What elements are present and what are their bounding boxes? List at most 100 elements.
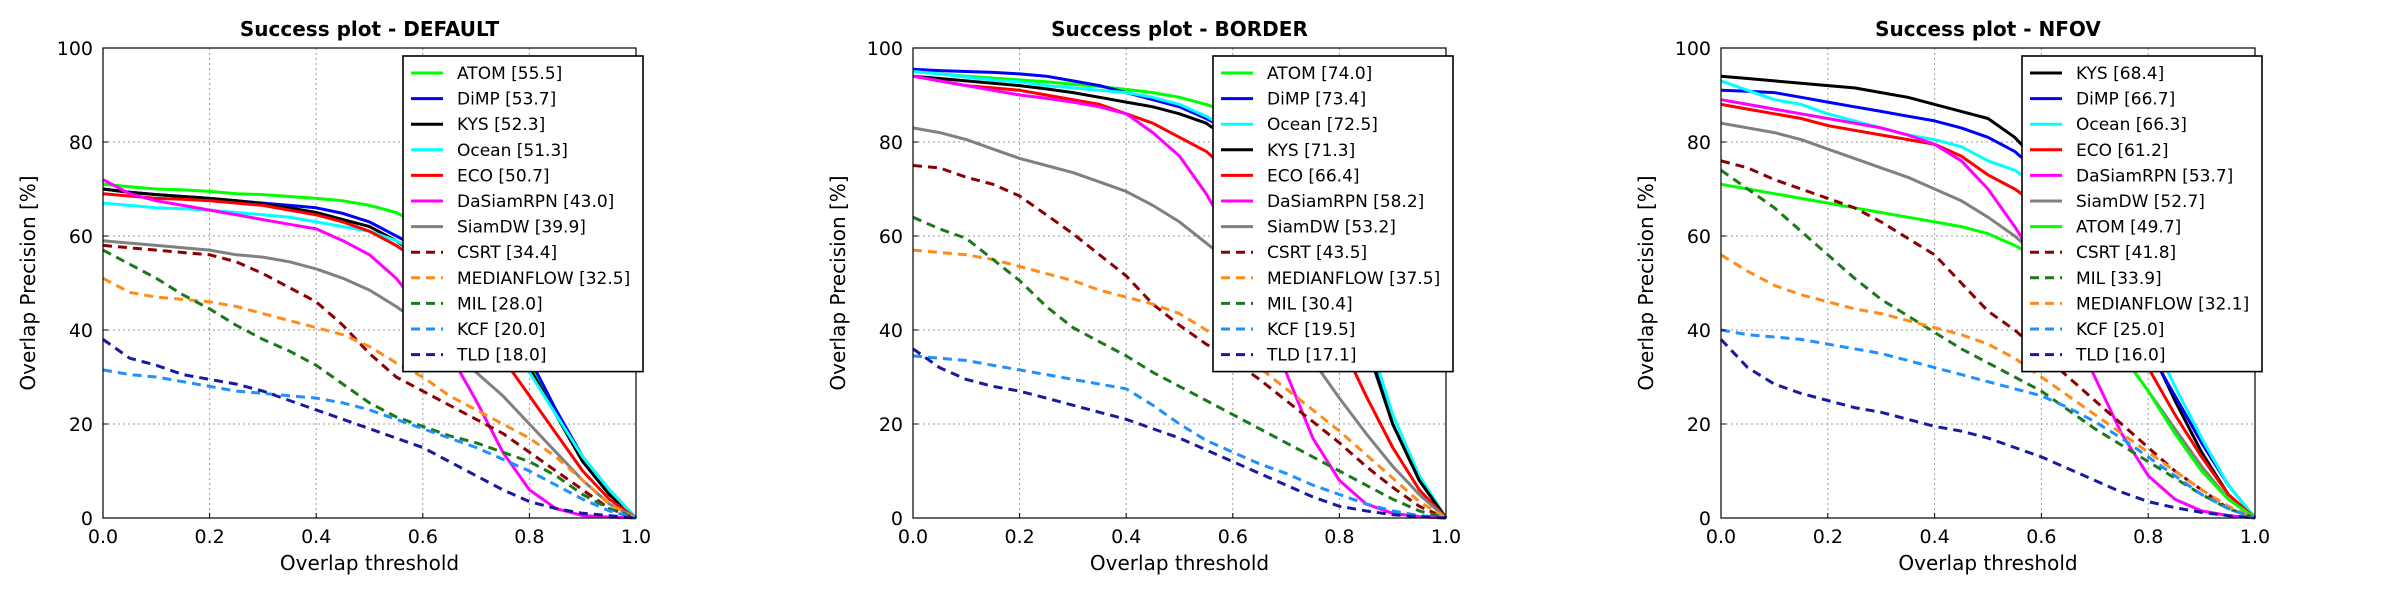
y-tick-label: 40 [1687,320,1711,342]
series-line-atom [1720,182,2256,520]
legend-item-ocean: Ocean [72.5] [1221,115,1378,135]
legend-label: MEDIANFLOW [37.5] [1267,269,1440,289]
y-axis-label: Overlap Precision [%] [1634,175,1658,390]
series-line-dasiamrpn [102,178,637,520]
series-line-kcf [102,368,637,520]
y-tick-label: 0 [81,508,93,530]
legend-item-dimp: DiMP [66.7] [2030,90,2175,110]
x-tick-label: 0.8 [2133,526,2163,548]
y-tick-label: 20 [1687,414,1711,436]
x-tick-label: 1.0 [2240,526,2270,548]
x-axis-label: Overlap threshold [1090,551,1269,575]
y-tick-label: 80 [1687,132,1711,154]
legend-item-kys: KYS [71.3] [1221,141,1355,161]
legend-label: ATOM [55.5] [457,64,562,84]
legend-label: DaSiamRPN [58.2] [1267,192,1424,212]
x-tick-label: 0.6 [1218,526,1248,548]
legend-item-atom: ATOM [49.7] [2030,218,2181,238]
series-line-tld [102,338,637,520]
legend-label: MIL [30.4] [1267,294,1353,314]
x-tick-label: 0.0 [898,526,928,548]
legend-item-medianflow: MEDIANFLOW [37.5] [1221,269,1440,289]
legend: ATOM [55.5] DiMP [53.7] KYS [52.3] Ocean [5… [402,55,644,373]
legend-label: KCF [25.0] [2076,320,2164,340]
legend-label: DiMP [73.4] [1267,90,1366,110]
legend-item-mil: MIL [28.0] [411,294,543,314]
legend-item-tld: TLD [18.0] [411,346,546,366]
legend-item-atom: ATOM [55.5] [411,64,562,84]
series-line-kcf [912,354,1447,520]
y-tick-label: 60 [1687,226,1711,248]
x-tick-label: 0.4 [1919,526,1949,548]
legend-item-kcf: KCF [20.0] [411,320,545,340]
legend-item-mil: MIL [30.4] [1221,294,1353,314]
series-line-medianflow [1720,253,2256,520]
legend-label: MIL [28.0] [457,294,543,314]
y-axis-label: Overlap Precision [%] [16,175,40,390]
legend-label: ECO [66.4] [1267,166,1360,186]
legend-item-kcf: KCF [25.0] [2030,320,2164,340]
legend-label: TLD [16.0] [2075,346,2165,366]
y-tick-label: 20 [879,414,903,436]
y-tick-label: 80 [69,132,93,154]
legend-label: ATOM [49.7] [2076,218,2181,238]
x-tick-label: 1.0 [1431,526,1461,548]
y-tick-label: 100 [57,38,93,60]
series-group [102,178,638,520]
legend-item-dimp: DiMP [73.4] [1221,90,1366,110]
legend-box [402,55,644,373]
legend-item-eco: ECO [66.4] [1221,166,1360,186]
x-tick-label: 0.4 [1111,526,1141,548]
series-line-kcf [1720,328,2256,520]
legend-item-dasiamrpn: DaSiamRPN [43.0] [411,192,614,212]
x-axis-label: Overlap threshold [1898,551,2077,575]
legend-item-dasiamrpn: DaSiamRPN [53.7] [2030,166,2233,186]
chart-title: Success plot - BORDER [1051,17,1308,41]
legend-label: TLD [18.0] [456,346,546,366]
legend-item-kcf: KCF [19.5] [1221,320,1355,340]
legend-label: Ocean [72.5] [1267,115,1378,135]
series-line-csrt [912,164,1447,520]
legend-label: KYS [68.4] [2076,64,2164,84]
chart-title: Success plot - NFOV [1875,17,2101,41]
legend-label: SiamDW [52.7] [2076,192,2205,212]
legend-label: ECO [50.7] [457,166,550,186]
legend-item-medianflow: MEDIANFLOW [32.1] [2030,294,2249,314]
chart-panel-3: 0.0 0.2 0.4 0.6 0.8 1.0 0 20 40 60 80 100 Success pl… [1634,17,2270,575]
legend-item-dasiamrpn: DaSiamRPN [58.2] [1221,192,1424,212]
y-tick-label: 40 [69,320,93,342]
series-line-mil [912,215,1447,520]
legend-label: ATOM [74.0] [1267,64,1372,84]
x-tick-label: 0.8 [514,526,544,548]
legend-label: KYS [71.3] [1267,141,1355,161]
legend-label: Ocean [66.3] [2076,115,2187,135]
legend-item-csrt: CSRT [41.8] [2030,243,2176,263]
series-line-siamdw [1720,121,2256,520]
legend-item-siamdw: SiamDW [39.9] [411,218,586,238]
legend: KYS [68.4] DiMP [66.7] Ocean [66.3] ECO [61… [2021,55,2263,373]
series-line-eco [912,74,1448,520]
x-tick-label: 1.0 [621,526,651,548]
legend-item-kys: KYS [52.3] [411,115,545,135]
y-tick-label: 100 [1675,38,1711,60]
legend-item-medianflow: MEDIANFLOW [32.5] [411,269,630,289]
chart-title: Success plot - DEFAULT [240,17,500,41]
series-line-medianflow [912,248,1447,520]
legend-label: MEDIANFLOW [32.1] [2076,294,2249,314]
x-tick-label: 0.2 [194,526,224,548]
y-tick-label: 80 [879,132,903,154]
y-axis-label: Overlap Precision [%] [826,175,850,390]
legend-label: Ocean [51.3] [457,141,568,161]
x-tick-label: 0.4 [301,526,331,548]
chart-panel-1: 0.0 0.2 0.4 0.6 0.8 1.0 0 20 40 60 80 100 Success pl… [16,17,651,575]
legend-label: SiamDW [53.2] [1267,218,1396,238]
legend-item-siamdw: SiamDW [53.2] [1221,218,1396,238]
chart-panel-2: 0.0 0.2 0.4 0.6 0.8 1.0 0 20 40 60 80 100 Success pl… [826,17,1461,575]
legend-label: DiMP [66.7] [2076,90,2175,110]
legend-label: CSRT [41.8] [2076,243,2176,263]
y-tick-label: 60 [879,226,903,248]
x-axis-label: Overlap threshold [280,551,459,575]
series-line-dasiamrpn [1720,98,2256,520]
